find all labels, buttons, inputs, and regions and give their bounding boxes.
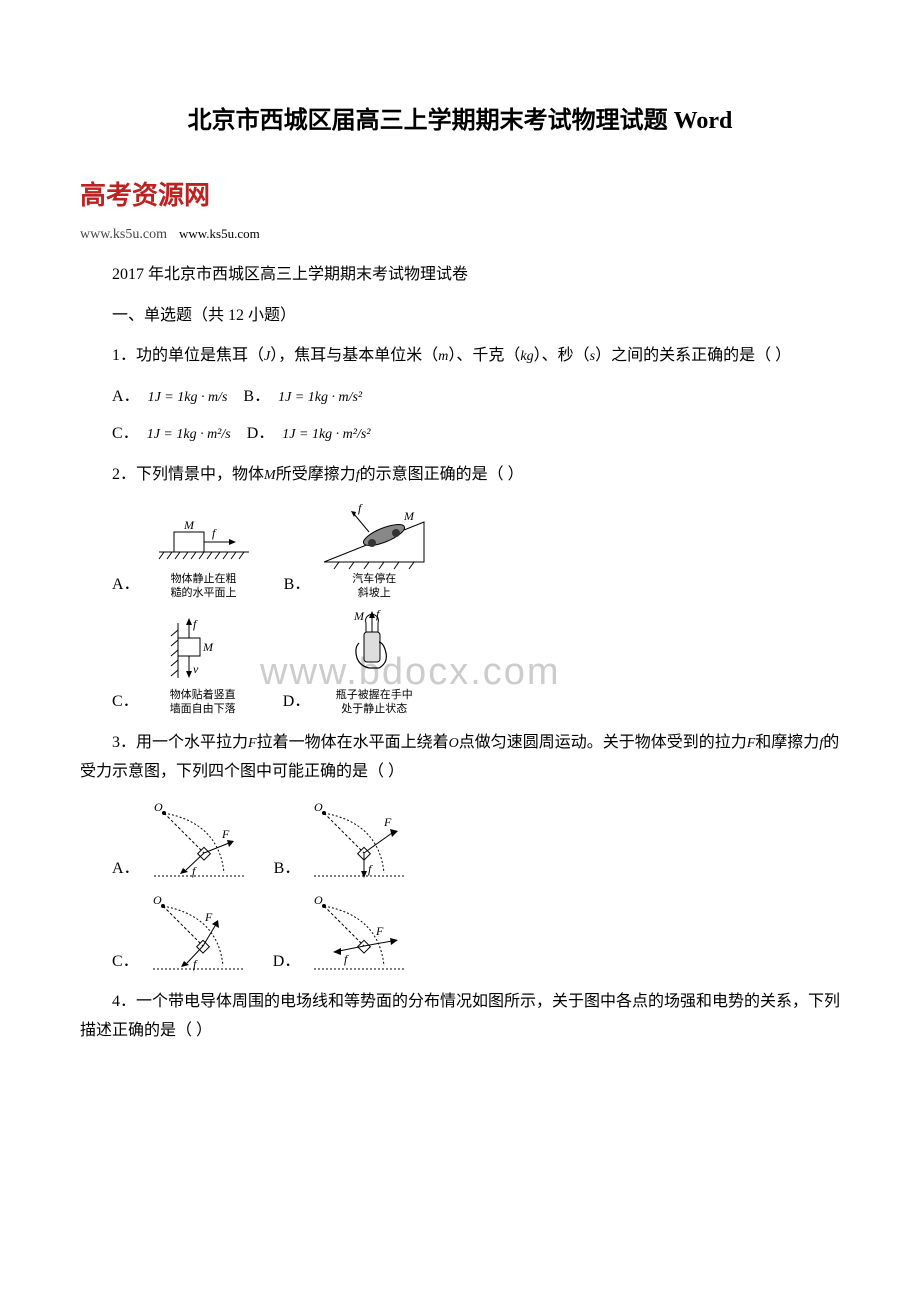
logo-block: 高考资源网 www.ks5u.com www.ks5u.com (80, 173, 840, 249)
svg-F: F (375, 924, 384, 938)
q3-optD-label: D． (273, 948, 301, 977)
q3-text: 和摩擦力 (755, 734, 819, 751)
q3-diagram-B: O F f (304, 798, 414, 883)
q1-text: ）、千克（ (448, 347, 520, 364)
svg-M: M (403, 509, 415, 523)
q3-row1: A． O F f B． O F f (112, 798, 840, 883)
q2-optB-label: B． (284, 571, 311, 600)
svg-O: O (153, 893, 162, 907)
logo-text: 高考资源网 (80, 173, 840, 220)
q2-optC-label: C． (112, 688, 139, 717)
q3-optC-label: C． (112, 948, 139, 977)
q2-row1: A． M f 物体静止在粗 糙的水平面上 B． (112, 502, 840, 601)
q2-diagram-C: M f v (153, 618, 253, 688)
section-heading: 一、单选题（共 12 小题） (80, 302, 840, 331)
q2-optA: A． M f 物体静止在粗 糙的水平面上 (112, 517, 264, 601)
q2-optD-caption2: 处于静止状态 (314, 702, 434, 716)
q3-F: F (248, 736, 257, 751)
svg-O: O (314, 800, 323, 814)
q1-optD-label: D． (247, 425, 275, 442)
q3-optC: C． O F f (112, 891, 253, 976)
q1-options-row1: A． 1J = 1kg · m/s B． 1J = 1kg · m/s² (112, 383, 840, 412)
q2-diagram-A: M f (154, 517, 254, 572)
svg-O: O (154, 800, 163, 814)
q1-options-row2: C． 1J = 1kg · m²/s D． 1J = 1kg · m²/s² (112, 420, 840, 449)
q1-optD: 1J = 1kg · m²/s² (282, 427, 370, 442)
q1-optC: 1J = 1kg · m²/s (147, 427, 231, 442)
q2-optD-label: D． (283, 688, 311, 717)
q2-optB-caption1: 汽车停在 (314, 572, 434, 586)
q3-text: 点做匀速圆周运动。关于物体受到的拉力 (459, 734, 747, 751)
logo-inline-url: www.ks5u.com (179, 226, 260, 241)
svg-f: f (193, 618, 198, 631)
svg-f: f (368, 862, 373, 876)
q2-M: M (264, 468, 276, 483)
svg-f: f (376, 608, 381, 621)
logo-url: www.ks5u.com (80, 227, 167, 242)
q2-optC-caption1: 物体贴着竖直 (143, 688, 263, 702)
q1-kg: kg (520, 349, 533, 364)
svg-v: v (193, 662, 199, 676)
q2-stem: 2．下列情景中，物体M所受摩擦力f的示意图正确的是（ ） (80, 461, 840, 490)
svg-f: f (344, 952, 349, 966)
q1-text: ），焦耳与基本单位米（ (270, 347, 438, 364)
q3-diagram-D: O F f (304, 891, 414, 976)
q1-text: 1．功的单位是焦耳（ (112, 347, 264, 364)
q2-optB-caption2: 斜坡上 (314, 586, 434, 600)
svg-O: O (314, 893, 323, 907)
q4-stem: 4．一个带电导体周围的电场线和等势面的分布情况如图所示，关于图中各点的场强和电势… (80, 988, 840, 1046)
q3-optA-label: A． (112, 855, 140, 884)
svg-f: f (358, 502, 363, 515)
q3-O: O (449, 736, 459, 751)
q2-diagram-D: M f (324, 608, 424, 688)
q3-optD: D． O F f (273, 891, 415, 976)
q2-optC: C． M f v 物体贴着竖直 墙面自由下落 (112, 618, 263, 717)
q1-optB-label: B． (243, 388, 270, 405)
q3-optB-label: B． (274, 855, 301, 884)
q2-optA-caption2: 糙的水平面上 (144, 586, 264, 600)
q1-optB: 1J = 1kg · m/s² (278, 390, 362, 405)
q2-text: 的示意图正确的是（ ） (360, 466, 524, 483)
q2-text: 所受摩擦力 (276, 466, 356, 483)
svg-M: M (202, 640, 214, 654)
q3-diagram-C: O F f (143, 891, 253, 976)
q1-text: ）之间的关系正确的是（ ） (595, 347, 791, 364)
svg-F: F (204, 910, 213, 924)
q3-text: 3．用一个水平拉力 (112, 734, 248, 751)
q2-diagram-B: f M (314, 502, 434, 572)
q2-optC-caption2: 墙面自由下落 (143, 702, 263, 716)
q2-text: 2．下列情景中，物体 (112, 466, 264, 483)
q3-text: 拉着一物体在水平面上绕着 (257, 734, 449, 751)
q2-optB: B． f M 汽车停在 斜坡上 (284, 502, 435, 601)
q3-stem: 3．用一个水平拉力F拉着一物体在水平面上绕着O点做匀速圆周运动。关于物体受到的拉… (80, 729, 840, 787)
q1-m: m (438, 349, 448, 364)
q3-row2: C． O F f D． O F f (112, 891, 840, 976)
q2-optA-caption1: 物体静止在粗 (144, 572, 264, 586)
svg-f: f (212, 526, 217, 540)
q2-row2: C． M f v 物体贴着竖直 墙面自由下落 D． (112, 608, 840, 717)
q1-text: ）、秒（ (534, 347, 590, 364)
svg-M: M (353, 609, 365, 623)
page-title: 北京市西城区届高三上学期期末考试物理试题 Word (80, 100, 840, 143)
q1-optA: 1J = 1kg · m/s (148, 390, 228, 405)
svg-M: M (183, 518, 195, 532)
q3-diagram-A: O F f (144, 798, 254, 883)
q2-optA-label: A． (112, 571, 140, 600)
q3-F2: F (747, 736, 756, 751)
q3-optB: B． O F f (274, 798, 415, 883)
q2-optD: D． M f 瓶子被握在手中 处于静止状态 (283, 608, 435, 717)
q2-optD-caption1: 瓶子被握在手中 (314, 688, 434, 702)
q1-stem: 1．功的单位是焦耳（J），焦耳与基本单位米（m）、千克（kg）、秒（s）之间的关… (80, 342, 840, 371)
q3-optA: A． O F f (112, 798, 254, 883)
svg-F: F (221, 827, 230, 841)
q1-optA-label: A． (112, 388, 140, 405)
subtitle: 2017 年北京市西城区高三上学期期末考试物理试卷 (80, 261, 840, 290)
svg-F: F (383, 815, 392, 829)
q1-optC-label: C． (112, 425, 139, 442)
